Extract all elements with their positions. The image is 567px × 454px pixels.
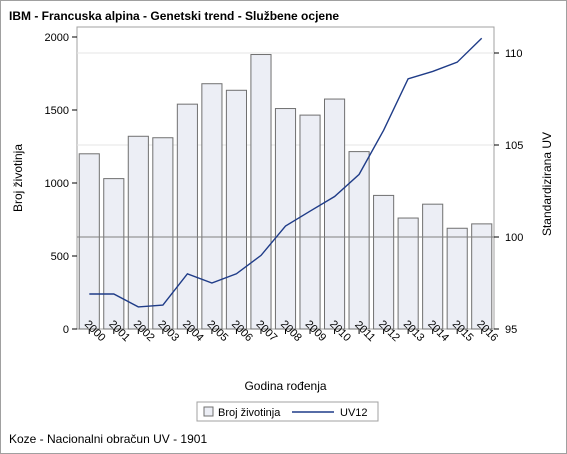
bar: [324, 98, 346, 330]
bar: [373, 194, 395, 330]
legend-box: [196, 401, 379, 422]
right-tick-label: 110: [505, 48, 523, 60]
legend-label-bar: Broj životinja: [218, 407, 281, 419]
right-tick-label: 100: [505, 232, 523, 244]
bar: [225, 89, 247, 330]
bar: [103, 178, 125, 330]
bar: [152, 137, 174, 330]
left-tick-label: 1000: [45, 178, 69, 190]
right-tick-label: 105: [505, 140, 523, 152]
left-tick-label: 500: [51, 251, 69, 263]
footnote: Koze - Nacionalni obračun UV - 1901: [9, 432, 208, 446]
bar: [422, 203, 444, 330]
chart-title: IBM - Francuska alpina - Genetski trend …: [9, 9, 340, 23]
bar: [250, 54, 272, 330]
left-tick-label: 2000: [45, 32, 69, 44]
bar: [299, 114, 321, 330]
bar: [471, 223, 493, 330]
left-tick-label: 1500: [45, 105, 69, 117]
y-axis-label-right: Standardizirana UV: [540, 132, 554, 236]
bar: [127, 135, 149, 330]
uv12-line: [89, 37, 483, 308]
right-tick-label: 95: [505, 324, 517, 336]
bar: [78, 153, 100, 330]
bar: [348, 151, 370, 330]
x-axis-label: Godina rođenja: [244, 379, 326, 393]
bar: [176, 103, 198, 330]
bar: [397, 217, 419, 330]
bar: [201, 83, 223, 330]
x-tick-label: 2016: [474, 318, 500, 344]
y-axis-label-left: Broj životinja: [11, 144, 25, 212]
bar: [274, 108, 297, 330]
legend-swatch-bar: [203, 406, 214, 417]
legend-label-line: UV12: [340, 407, 368, 419]
left-tick-label: 0: [63, 324, 69, 336]
bar: [446, 227, 468, 330]
